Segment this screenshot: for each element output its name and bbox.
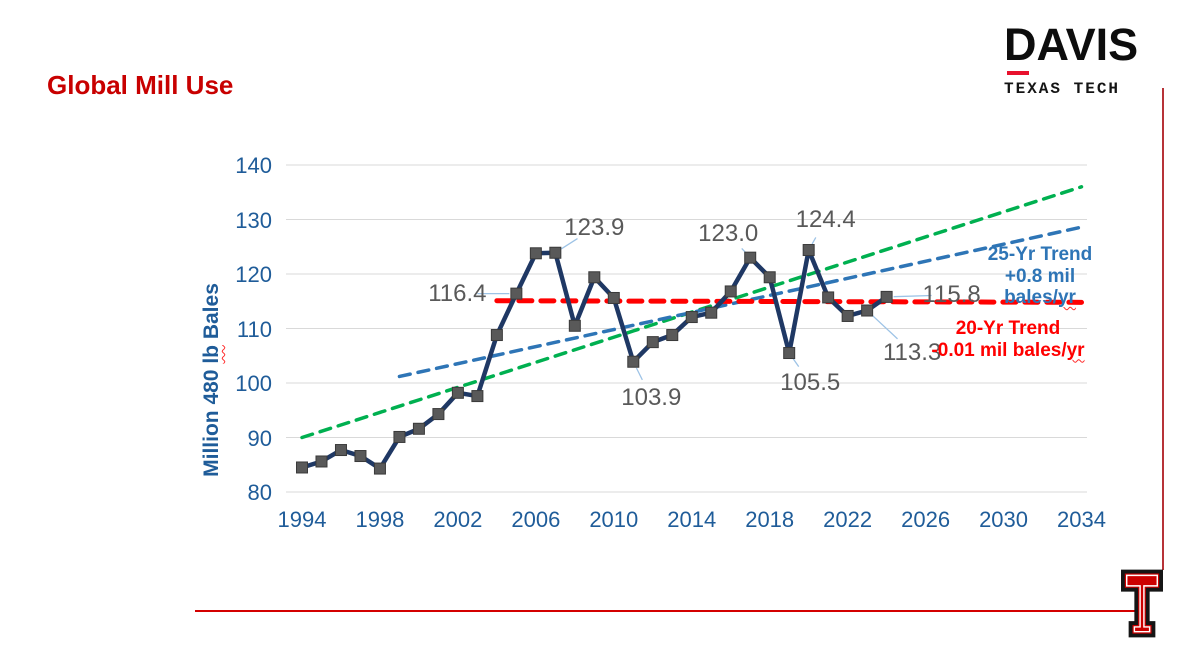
x-axis-tick-label: 1994 (277, 507, 327, 532)
y-axis-tick-label: 100 (235, 371, 272, 396)
data-point-marker (861, 304, 874, 317)
page-title: Global Mill Use (47, 70, 234, 100)
data-point-marker (685, 311, 698, 324)
data-point-marker (393, 430, 406, 443)
label-leader-line (871, 314, 898, 340)
vertical-red-divider (1162, 88, 1164, 570)
data-point-marker (724, 285, 737, 298)
x-axis-tick-label: 2030 (979, 507, 1029, 532)
texas-tech-double-t-icon (1121, 569, 1163, 638)
annotation-25yr-trend: 25-Yr Trend +0.8 mil bales/yr (988, 244, 1093, 309)
x-axis-tick-label: 2018 (745, 507, 795, 532)
data-point-marker (705, 306, 718, 319)
label-leader-line (635, 367, 643, 381)
data-point-label: 116.4 (428, 279, 487, 307)
data-point-label: 115.8 (922, 280, 981, 308)
data-point-marker (412, 422, 425, 435)
data-point-label: 103.9 (621, 383, 682, 411)
data-point-marker (451, 386, 464, 399)
x-axis-tick-label: 2014 (667, 507, 717, 532)
y-axis-tick-label: 120 (235, 262, 272, 287)
logo-red-dash (1007, 70, 1029, 75)
data-point-marker (510, 287, 523, 300)
y-axis-tick-label: 80 (247, 480, 272, 505)
data-point-marker (471, 390, 484, 403)
data-point-marker (744, 251, 757, 264)
y-axis-tick-label: 130 (235, 207, 272, 233)
data-point-label: 123.0 (698, 219, 759, 247)
y-axis-tick-label: 140 (235, 153, 272, 178)
data-point-marker (529, 247, 542, 260)
data-point-marker (607, 291, 620, 304)
data-point-marker (666, 329, 679, 342)
x-axis-tick-label: 1998 (355, 507, 405, 532)
x-axis-tick-label: 2026 (901, 507, 951, 532)
x-axis-tick-label: 2034 (1057, 507, 1106, 532)
data-point-marker (432, 408, 445, 421)
data-point-marker (334, 444, 347, 457)
annotation-line: 20-Yr Trend (955, 318, 1061, 339)
data-point-marker (490, 329, 503, 342)
data-point-marker (822, 291, 835, 304)
label-leader-line (560, 237, 578, 250)
annotation-line: +0.8 mil (1004, 265, 1076, 287)
data-point-marker (783, 347, 796, 360)
annotation-20yr-trend: 20-Yr Trend -0.01 mil bales/yr (931, 318, 1084, 361)
label-leader-line (792, 358, 800, 368)
label-leader-line (811, 237, 817, 245)
x-axis-tick-label: 2022 (823, 507, 873, 532)
data-point-marker (354, 450, 367, 463)
footer-red-line (195, 610, 1136, 612)
y-axis-tick-label: 110 (236, 316, 272, 342)
y-axis-tick-label: 90 (247, 425, 272, 451)
trend-line-20-yr-trend (494, 298, 1084, 305)
data-point-label: 113.3 (882, 338, 942, 366)
data-point-marker (568, 319, 581, 332)
data-point-label: 124.4 (795, 206, 856, 234)
data-point-marker (841, 309, 854, 322)
x-axis-tick-label: 2010 (589, 507, 639, 532)
logo-subbrand-text: TEXAS TECH (1004, 79, 1121, 98)
label-leader-line (893, 294, 932, 298)
annotation-line: bales/yr (1004, 287, 1076, 308)
data-point-marker (373, 462, 386, 475)
davis-texas-tech-logo: DAVIS TEXAS TECH (1004, 19, 1174, 98)
data-point-marker (763, 271, 776, 284)
data-point-marker (549, 246, 562, 259)
data-point-label: 105.5 (780, 369, 841, 397)
annotation-line: 25-Yr Trend (987, 244, 1093, 265)
data-point-marker (315, 455, 328, 468)
data-point-marker (588, 271, 601, 284)
data-point-marker (646, 336, 659, 349)
data-point-marker (880, 290, 893, 303)
data-point-marker (296, 461, 308, 474)
data-point-label: 123.9 (564, 213, 625, 241)
data-point-marker (802, 244, 815, 257)
x-axis-tick-label: 2006 (511, 507, 561, 532)
annotation-line: -0.01 mil bales/yr (931, 339, 1085, 361)
data-point-marker (627, 355, 640, 368)
logo-brand-text: DAVIS (1004, 19, 1139, 70)
x-axis-tick-label: 2002 (433, 507, 483, 532)
